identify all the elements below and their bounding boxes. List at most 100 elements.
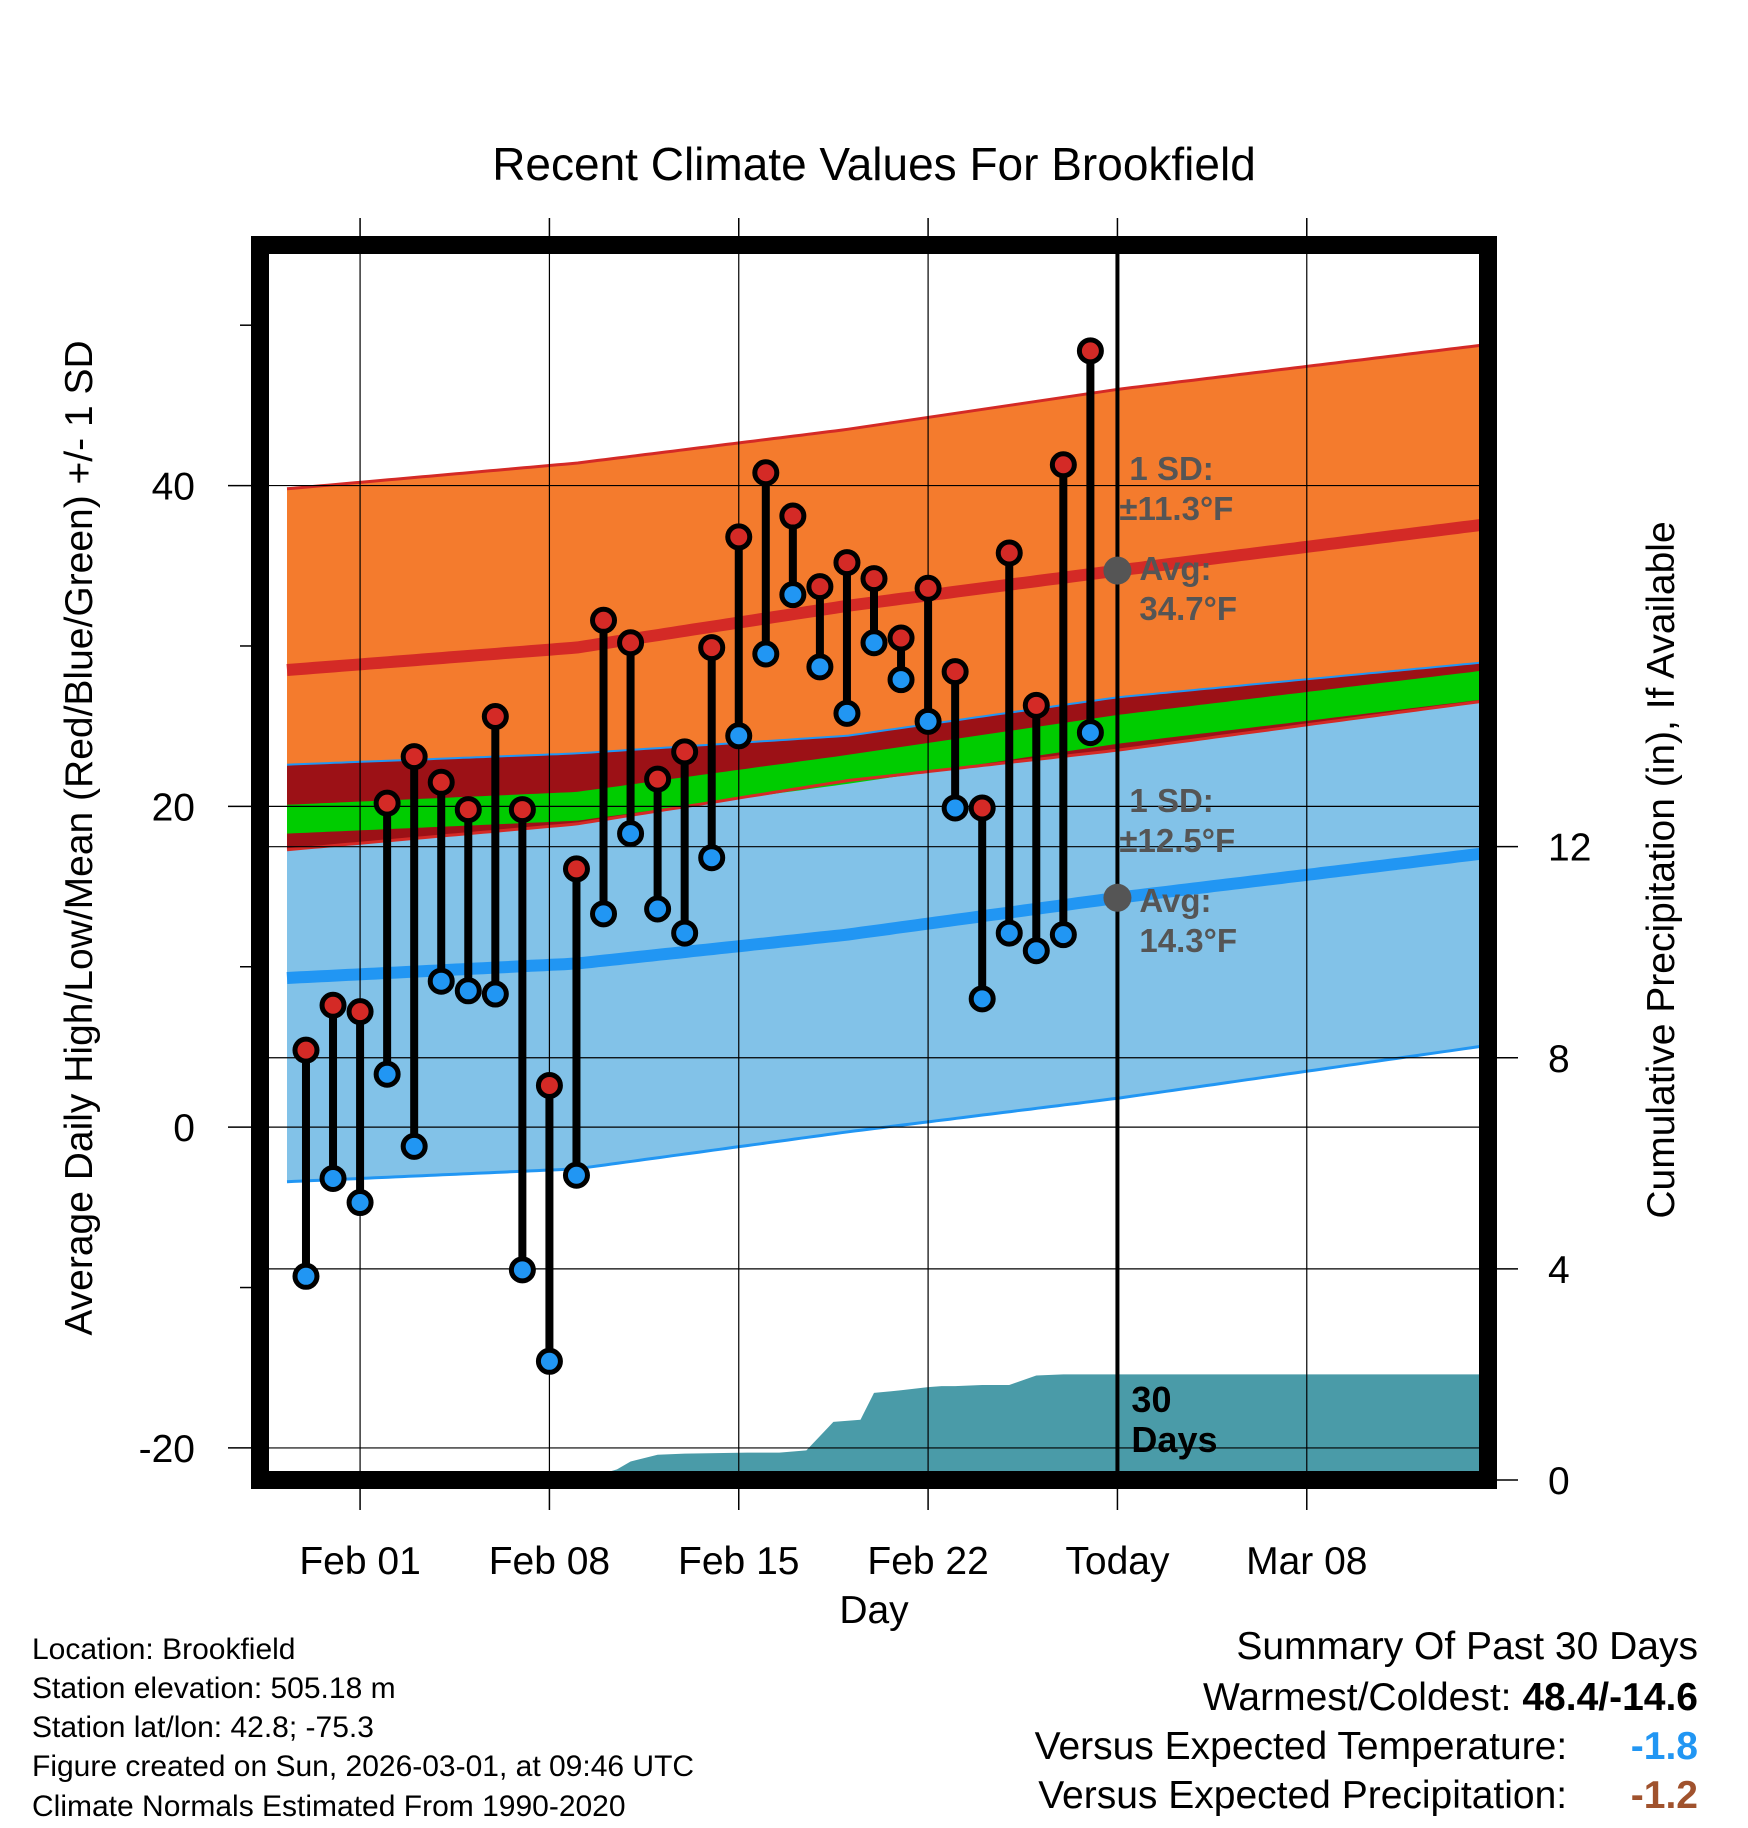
observed-low-point <box>617 820 645 848</box>
observed-low-point <box>400 1132 428 1160</box>
observed-high-point <box>373 789 401 817</box>
low-annotation-line-0: 1 SD: <box>1129 782 1213 819</box>
y-axis-label: Average Daily High/Low/Mean (Red/Blue/Gr… <box>58 340 101 1335</box>
today-high-avg-marker <box>1103 556 1132 585</box>
observed-low-point <box>698 844 726 872</box>
observed-high-point <box>1022 691 1050 719</box>
observed-low-point <box>1022 937 1050 965</box>
observed-high-point <box>508 796 536 824</box>
observed-high-point <box>806 573 834 601</box>
observed-high-point <box>752 459 780 487</box>
precip-label: Versus Expected Precipitation: <box>1038 1774 1568 1817</box>
temp-label: Versus Expected Temperature: <box>1034 1725 1568 1768</box>
plot-frame <box>251 236 1497 1489</box>
observed-low-point <box>914 707 942 735</box>
observed-high-point <box>292 1036 320 1064</box>
y2-tick-label: 4 <box>1548 1249 1570 1292</box>
observed-low-point <box>806 653 834 681</box>
observed-low-point <box>968 985 996 1013</box>
observed-low-point <box>454 977 482 1005</box>
observed-low-point <box>292 1262 320 1290</box>
observed-low-point <box>562 1161 590 1189</box>
observed-low-point <box>752 640 780 668</box>
observed-high-point <box>481 703 509 731</box>
y2-tick-label: 8 <box>1548 1038 1570 1081</box>
info-created: Figure created on Sun, 2026-03-01, at 09… <box>32 1750 695 1783</box>
observed-low-point <box>535 1347 563 1375</box>
observed-high-point <box>833 549 861 577</box>
summary-warm-cold: Warmest/Coldest: 48.4/-14.6 <box>1203 1678 1698 1717</box>
observed-low-point <box>1076 719 1104 747</box>
observed-high-point <box>454 796 482 824</box>
y2-axis-label: Cumulative Precipitation (in), If Availa… <box>1640 521 1683 1218</box>
temp-value: -1.8 <box>1630 1725 1698 1768</box>
y2-tick-label: 0 <box>1548 1460 1570 1503</box>
observed-low-point <box>427 967 455 995</box>
summary-title: Summary Of Past 30 Days <box>1236 1625 1698 1668</box>
high-avg-line <box>286 518 1485 676</box>
warm-cold-label: Warmest/Coldest: <box>1203 1676 1512 1719</box>
warm-cold-value: 48.4/-14.6 <box>1522 1676 1698 1719</box>
observed-high-point <box>562 855 590 883</box>
observed-high-point <box>968 794 996 822</box>
window-label-line: 30 <box>1131 1379 1171 1420</box>
observed-high-point <box>1049 451 1077 479</box>
observed-low-point <box>860 629 888 657</box>
observed-high-point <box>671 738 699 766</box>
high-annotation-line-0: 1 SD: <box>1129 450 1213 487</box>
x-tick-label: Today <box>1065 1540 1170 1583</box>
observed-low-point <box>779 581 807 609</box>
y-tick-label: 0 <box>173 1107 195 1150</box>
observed-low-point <box>508 1256 536 1284</box>
observed-low-point <box>373 1060 401 1088</box>
high-annotation-line-2: Avg: <box>1139 550 1211 587</box>
observed-high-point <box>535 1071 563 1099</box>
observed-low-point <box>1049 921 1077 949</box>
low-avg-line <box>286 847 1485 984</box>
observed-low-point <box>481 980 509 1008</box>
x-axis-label: Day <box>839 1589 909 1632</box>
y-tick-label: -20 <box>139 1428 195 1471</box>
info-latlon: Station lat/lon: 42.8; -75.3 <box>32 1711 374 1744</box>
y2-tick-label: 12 <box>1548 827 1591 870</box>
window-label-line: Days <box>1131 1419 1217 1460</box>
observed-high-point <box>427 768 455 796</box>
x-tick-label: Feb 01 <box>299 1540 420 1583</box>
observed-low-point <box>590 900 618 928</box>
observed-low-point <box>319 1164 347 1192</box>
high-annotation-line-3: 34.7°F <box>1139 590 1237 627</box>
observed-high-point <box>617 629 645 657</box>
info-elevation: Station elevation: 505.18 m <box>32 1672 396 1705</box>
y-tick-label: 40 <box>152 466 195 509</box>
info-location: Location: Brookfield <box>32 1633 296 1666</box>
observed-high-point <box>860 565 888 593</box>
observed-high-point <box>914 574 942 602</box>
observed-high-point <box>779 502 807 530</box>
y-tick-label: 20 <box>152 786 195 829</box>
high-upper-line <box>286 343 1485 491</box>
high-annotation-line-1: ±11.3°F <box>1119 490 1233 527</box>
low-annotation-line-3: 14.3°F <box>1139 922 1237 959</box>
low-annotation-line-1: ±12.5°F <box>1119 822 1235 859</box>
observed-high-point <box>698 634 726 662</box>
observed-high-point <box>644 765 672 793</box>
observed-high-point <box>995 539 1023 567</box>
low-upper-line <box>286 661 1484 766</box>
observed-low-point <box>346 1189 374 1217</box>
x-tick-label: Feb 15 <box>678 1540 799 1583</box>
observed-high-point <box>1076 337 1104 365</box>
x-tick-label: Feb 22 <box>867 1540 988 1583</box>
info-normals: Climate Normals Estimated From 1990-2020 <box>32 1790 626 1823</box>
observed-high-point <box>400 743 428 771</box>
observed-low-point <box>995 919 1023 947</box>
precip-value: -1.2 <box>1630 1774 1698 1817</box>
observed-low-point <box>941 794 969 822</box>
summary-temp: Versus Expected Temperature: -1.8 <box>1035 1727 1698 1766</box>
high-lower-line <box>286 699 1485 852</box>
observed-low-point <box>644 895 672 923</box>
today-low-avg-marker <box>1103 883 1132 912</box>
observed-high-point <box>725 523 753 551</box>
